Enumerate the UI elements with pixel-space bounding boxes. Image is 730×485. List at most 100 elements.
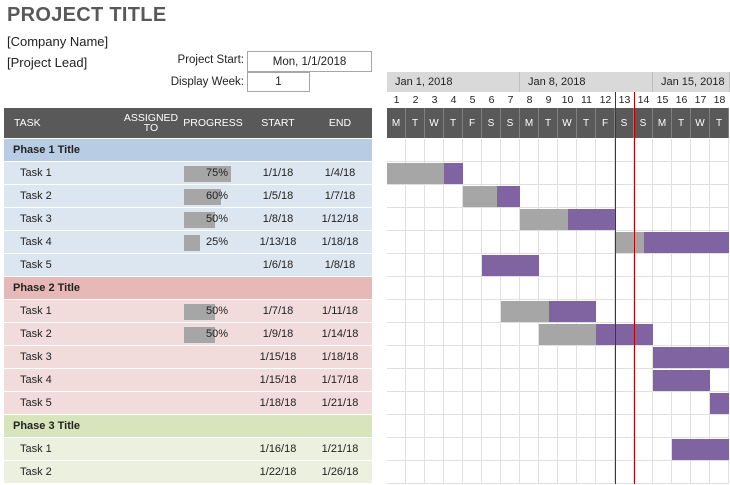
task-name[interactable]: Task 5 — [20, 397, 52, 409]
gantt-bar-remaining[interactable] — [672, 439, 729, 460]
start-date[interactable]: 1/6/18 — [262, 259, 294, 271]
task-row[interactable]: Task 1 50% 1/7/18 1/11/18 — [4, 300, 372, 323]
start-date[interactable]: 1/15/18 — [259, 374, 297, 386]
task-name[interactable]: Task 4 — [20, 236, 52, 248]
progress-value[interactable]: 50% — [205, 213, 228, 225]
progress-value[interactable]: 75% — [205, 167, 228, 179]
gantt-bar-remaining[interactable] — [444, 163, 463, 184]
day-number: 13 — [615, 92, 634, 108]
start-date[interactable]: 1/22/18 — [259, 466, 297, 478]
end-date[interactable]: 1/12/18 — [321, 213, 359, 225]
gantt-bar-remaining[interactable] — [653, 347, 729, 368]
gantt-bar-complete[interactable] — [463, 186, 498, 207]
task-row[interactable]: Task 4 1/15/18 1/17/18 — [4, 369, 372, 392]
gantt-bar-remaining[interactable] — [710, 393, 729, 414]
task-row[interactable]: Task 5 1/6/18 1/8/18 — [4, 254, 372, 277]
end-date[interactable]: 1/4/18 — [324, 167, 356, 179]
progress-value[interactable] — [204, 346, 228, 368]
start-date[interactable]: 1/1/18 — [262, 167, 294, 179]
gantt-bar-remaining[interactable] — [567, 209, 615, 230]
company-name[interactable]: [Company Name] — [7, 34, 109, 49]
task-name[interactable]: Task 3 — [20, 213, 52, 225]
end-date[interactable]: 1/17/18 — [321, 374, 359, 386]
gantt-bar-complete[interactable] — [539, 324, 596, 345]
task-row[interactable]: Task 2 1/22/18 1/26/18 — [4, 461, 372, 484]
progress-value[interactable] — [204, 438, 228, 460]
end-date[interactable]: 1/8/18 — [324, 259, 356, 271]
gantt-bar-complete[interactable] — [520, 209, 568, 230]
task-row[interactable]: Task 3 50% 1/8/18 1/12/18 — [4, 208, 372, 231]
task-name[interactable]: Task 1 — [20, 167, 52, 179]
day-number: 7 — [501, 92, 520, 108]
grid-cell — [691, 415, 710, 438]
task-name[interactable]: Task 2 — [20, 190, 52, 202]
task-row[interactable]: Task 3 1/15/18 1/18/18 — [4, 346, 372, 369]
grid-cell — [710, 162, 729, 185]
progress-value[interactable] — [204, 392, 228, 414]
progress-value[interactable] — [204, 254, 228, 276]
gantt-bar-remaining[interactable] — [482, 255, 539, 276]
start-date[interactable]: 1/13/18 — [259, 236, 297, 248]
task-row[interactable]: Task 2 50% 1/9/18 1/14/18 — [4, 323, 372, 346]
task-name[interactable]: Task 1 — [20, 443, 52, 455]
grid-cell — [406, 231, 425, 254]
task-row[interactable]: Task 1 75% 1/1/18 1/4/18 — [4, 162, 372, 185]
end-date[interactable]: 1/21/18 — [321, 397, 359, 409]
start-date[interactable]: 1/8/18 — [262, 213, 294, 225]
task-name[interactable]: Task 4 — [20, 374, 52, 386]
progress-value[interactable]: 25% — [205, 236, 228, 248]
gantt-bar-remaining[interactable] — [643, 232, 729, 253]
grid-cell — [482, 300, 501, 323]
task-row[interactable]: Task 2 60% 1/5/18 1/7/18 — [4, 185, 372, 208]
project-lead[interactable]: [Project Lead] — [7, 55, 88, 70]
task-row[interactable]: Task 4 25% 1/13/18 1/18/18 — [4, 231, 372, 254]
start-date[interactable]: 1/18/18 — [259, 397, 297, 409]
end-date[interactable]: 1/7/18 — [324, 190, 356, 202]
grid-cell — [387, 208, 406, 231]
start-date[interactable]: 1/15/18 — [259, 351, 297, 363]
start-date[interactable]: 1/16/18 — [259, 443, 297, 455]
end-date[interactable]: 1/26/18 — [321, 466, 359, 478]
progress-value[interactable]: 50% — [205, 328, 228, 340]
grid-cell — [406, 369, 425, 392]
end-date[interactable]: 1/18/18 — [321, 351, 359, 363]
progress-bar — [184, 166, 231, 182]
task-name[interactable]: Task 1 — [20, 305, 52, 317]
phase-row[interactable]: Phase 1 Title — [4, 139, 372, 162]
task-row[interactable]: Task 5 1/18/18 1/21/18 — [4, 392, 372, 415]
start-date[interactable]: 1/9/18 — [262, 328, 294, 340]
phase-title[interactable]: Phase 2 Title — [13, 282, 81, 294]
grid-cell — [539, 346, 558, 369]
grid-cell — [387, 185, 406, 208]
gantt-bar-complete[interactable] — [615, 232, 644, 253]
end-date[interactable]: 1/14/18 — [321, 328, 359, 340]
task-name[interactable]: Task 2 — [20, 466, 52, 478]
phase-title[interactable]: Phase 1 Title — [13, 144, 81, 156]
gantt-bar-complete[interactable] — [387, 163, 444, 184]
start-date[interactable]: 1/5/18 — [262, 190, 294, 202]
progress-value[interactable] — [204, 461, 228, 483]
end-date[interactable]: 1/21/18 — [321, 443, 359, 455]
gantt-bar-remaining[interactable] — [497, 186, 520, 207]
start-date[interactable]: 1/7/18 — [262, 305, 294, 317]
task-row[interactable]: Task 1 1/16/18 1/21/18 — [4, 438, 372, 461]
grid-cell — [539, 162, 558, 185]
gantt-bar-complete[interactable] — [501, 301, 549, 322]
progress-value[interactable]: 60% — [205, 190, 228, 202]
display-week-input[interactable]: 1 — [247, 72, 310, 92]
phase-title[interactable]: Phase 3 Title — [13, 420, 81, 432]
grid-cell — [463, 162, 482, 185]
gantt-bar-remaining[interactable] — [596, 324, 653, 345]
task-name[interactable]: Task 3 — [20, 351, 52, 363]
progress-value[interactable] — [204, 369, 228, 391]
project-start-input[interactable]: Mon, 1/1/2018 — [247, 51, 372, 72]
phase-row[interactable]: Phase 2 Title — [4, 277, 372, 300]
gantt-bar-remaining[interactable] — [548, 301, 596, 322]
task-name[interactable]: Task 5 — [20, 259, 52, 271]
end-date[interactable]: 1/18/18 — [321, 236, 359, 248]
task-name[interactable]: Task 2 — [20, 328, 52, 340]
progress-value[interactable]: 50% — [205, 305, 228, 317]
gantt-bar-remaining[interactable] — [653, 370, 710, 391]
phase-row[interactable]: Phase 3 Title — [4, 415, 372, 438]
end-date[interactable]: 1/11/18 — [322, 305, 358, 317]
